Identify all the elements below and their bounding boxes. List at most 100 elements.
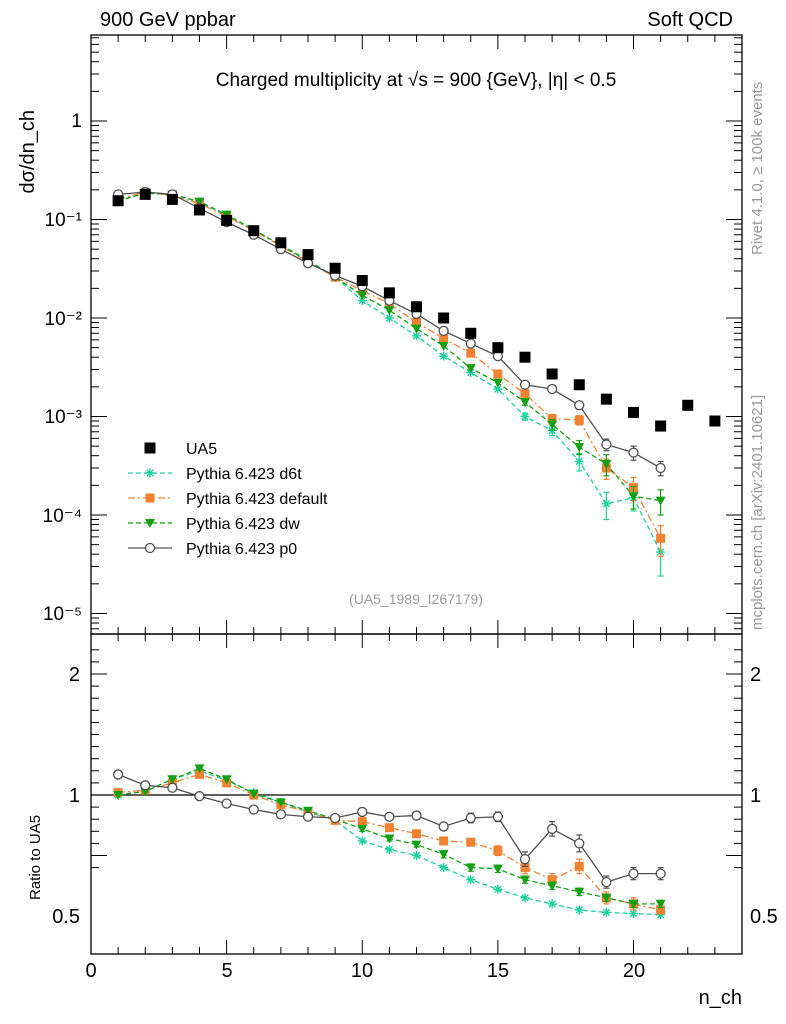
ratio-point-dw — [167, 775, 178, 785]
ratio-point-p0 — [384, 811, 395, 822]
top-point-p0 — [519, 379, 531, 390]
top-point-d6t — [520, 412, 530, 421]
ratio-point-p0 — [574, 838, 585, 849]
ratio-ytick-right-0.5: 0.5 — [750, 906, 778, 928]
ratio-point-d6t — [466, 875, 476, 885]
ratio-ytick-right-2: 2 — [750, 664, 761, 686]
ratio-point-default — [412, 829, 421, 839]
ratio-point-d6t — [547, 899, 557, 909]
ratio-point-dw — [601, 893, 612, 903]
header-right: Soft QCD — [647, 9, 733, 31]
top-point-ua5 — [194, 204, 205, 216]
top-point-dw — [574, 443, 585, 453]
legend-marker-ua5 — [144, 442, 156, 454]
ratio-point-p0 — [248, 804, 259, 815]
top-point-default — [466, 348, 476, 358]
top-point-dw — [384, 306, 395, 316]
top-point-p0 — [546, 383, 558, 395]
top-point-ua5 — [411, 301, 422, 313]
top-point-ua5 — [709, 415, 721, 427]
top-point-dw — [601, 459, 612, 469]
top-point-ua5 — [438, 312, 450, 324]
header-left: 900 GeV ppbar — [100, 9, 236, 31]
ratio-point-default — [466, 837, 476, 847]
ratio-point-d6t — [574, 905, 584, 915]
top-point-d6t — [493, 384, 503, 394]
top-point-ua5 — [600, 393, 612, 405]
top-point-dw — [194, 197, 205, 207]
ratio-point-p0 — [302, 811, 314, 822]
top-point-d6t — [384, 313, 394, 323]
xtick-label-5: 5 — [221, 960, 232, 982]
xtick-label-0: 0 — [85, 960, 96, 982]
top-point-ua5 — [221, 214, 233, 226]
ratio-point-p0 — [221, 798, 232, 809]
side-label-rivet: Rivet 4.1.0, ≥ 100k events — [749, 82, 766, 255]
top-point-default — [656, 533, 666, 543]
top-point-dw — [492, 378, 503, 388]
top-point-p0 — [628, 447, 639, 458]
ratio-ytick-right-1: 1 — [750, 785, 761, 807]
ratio-point-default — [384, 823, 394, 833]
y-axis-label: dσ/dn_ch — [17, 110, 39, 194]
top-point-ua5 — [682, 399, 694, 411]
top-point-default — [412, 318, 421, 328]
ratio-point-default — [195, 769, 204, 779]
ratio-point-d6t — [357, 836, 367, 846]
top-point-ua5 — [275, 237, 287, 249]
ratio-point-p0 — [194, 791, 205, 802]
xtick-label-10: 10 — [351, 960, 373, 982]
ratio-line-default — [118, 773, 661, 911]
ratio-point-dw — [221, 775, 232, 785]
ratio-point-default — [574, 861, 584, 871]
legend-label-default: Pythia 6.423 default — [186, 491, 328, 508]
top-point-d6t — [601, 499, 611, 509]
ratio-ytick-left-1: 1 — [69, 785, 80, 807]
top-point-dw — [438, 341, 449, 351]
top-point-p0 — [574, 400, 585, 411]
ytick-label-1: 1 — [71, 111, 82, 132]
ratio-point-dw — [574, 887, 585, 897]
ratio-point-default — [520, 863, 530, 873]
xtick-label-20: 20 — [623, 960, 645, 982]
ytick-label-1e-2: 10⁻² — [45, 309, 83, 330]
legend-marker-default — [145, 493, 155, 503]
top-point-dw — [465, 364, 476, 374]
ratio-point-d6t — [629, 909, 638, 919]
top-point-default — [547, 414, 557, 424]
top-point-default — [574, 415, 584, 425]
ratio-point-p0 — [275, 809, 287, 820]
ratio-y-axis-label: Ratio to UA5 — [27, 815, 44, 900]
ratio-point-dw — [465, 863, 476, 873]
top-point-ua5 — [573, 379, 585, 391]
top-point-d6t — [439, 351, 449, 361]
ratio-point-d6t — [384, 844, 394, 854]
top-point-ua5 — [492, 342, 504, 354]
top-point-dw — [357, 291, 368, 301]
ratio-point-dw — [438, 850, 449, 860]
ratio-point-default — [656, 905, 666, 915]
legend-markers — [128, 442, 172, 554]
ratio-point-default — [357, 817, 367, 827]
top-point-d6t — [574, 456, 584, 466]
ratio-point-p0 — [411, 810, 422, 821]
legend: UA5 Pythia 6.423 d6t Pythia 6.423 defaul… — [128, 441, 328, 558]
ratio-point-dw — [248, 789, 259, 799]
top-point-p0 — [465, 338, 476, 349]
top-point-ua5 — [139, 188, 151, 200]
ratio-point-p0 — [140, 780, 151, 791]
ratio-point-dw — [492, 864, 503, 874]
top-panel-series — [112, 186, 721, 577]
ratio-point-dw — [520, 875, 530, 885]
ratio-point-dw — [655, 899, 666, 909]
analysis-id: (UA5_1989_I267179) — [349, 591, 483, 607]
ratio-point-dw — [303, 806, 313, 816]
top-point-dw — [520, 398, 530, 408]
ratio-point-p0 — [546, 823, 558, 835]
legend-marker-p0 — [144, 542, 156, 554]
side-label-mcplots: mcplots.cern.ch [arXiv:2401.10621] — [749, 395, 766, 630]
ytick-label-1e-5: 10⁻⁵ — [43, 604, 82, 625]
top-point-p0 — [601, 439, 612, 450]
axis-ticks — [90, 35, 743, 954]
